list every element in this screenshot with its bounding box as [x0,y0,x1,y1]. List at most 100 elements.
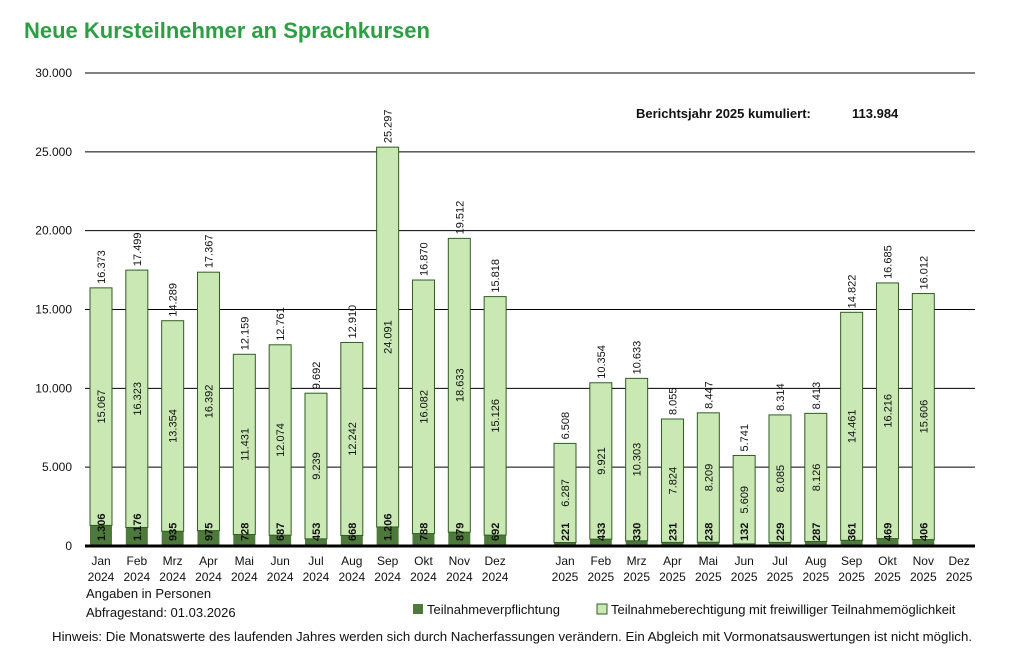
data-label-total: 8.314 [775,383,787,411]
data-label-voluntary: 9.239 [311,452,323,480]
data-label-total: 12.910 [347,305,359,339]
x-tick-label-year: 2025 [874,570,901,584]
data-label-voluntary: 7.824 [667,467,679,495]
data-label-voluntary: 13.354 [168,409,180,443]
bar-voluntary [447,237,471,533]
bar-obligation [197,530,220,546]
data-label-total: 12.159 [239,317,251,351]
data-label-total: 8.447 [703,381,715,409]
x-tick-label-month: Okt [878,554,897,568]
x-tick-label-year: 2025 [552,570,579,584]
data-label-obligation: 975 [203,523,215,541]
data-label-obligation: 692 [490,523,502,541]
legend-swatch-obligation [413,604,423,614]
data-label-obligation: 287 [811,523,823,541]
legend-swatch-voluntary [596,603,608,615]
data-label-total: 8.413 [811,382,823,410]
bar-obligation [340,535,363,546]
bar-voluntary [732,454,756,545]
bar-voluntary [840,311,864,541]
x-tick-label-year: 2024 [88,570,115,584]
data-label-obligation: 728 [239,523,251,541]
x-tick-label-year: 2024 [123,570,150,584]
bar-voluntary [768,414,792,543]
y-tick-label: 30.000 [35,66,72,80]
y-tick-label: 25.000 [35,145,72,159]
data-label-total: 16.685 [882,245,894,279]
bar-voluntary [483,296,507,536]
data-label-voluntary: 15.067 [96,390,108,424]
bar-obligation [448,532,471,546]
data-label-total: 14.822 [847,275,859,309]
data-label-obligation: 668 [347,523,359,541]
data-label-total: 17.499 [132,232,144,266]
annotation-text: Berichtsjahr 2025 kumuliert: [636,106,811,121]
bar-obligation [840,540,863,546]
x-tick-label-month: Nov [913,554,934,568]
data-label-voluntary: 10.303 [632,443,644,477]
data-label-total: 9.692 [311,362,323,390]
data-label-total: 6.508 [560,412,572,440]
y-tick-label: 15.000 [35,303,72,317]
data-label-obligation: 788 [418,523,430,541]
data-label-voluntary: 16.082 [418,390,430,424]
data-label-obligation: 361 [847,523,859,541]
y-axis: 0 5.000 10.000 15.000 20.000 25.000 30.000 [35,66,72,553]
bar-voluntary [411,279,435,535]
x-tick-label-month: Dez [484,554,505,568]
x-tick-label-month: Jan [555,554,574,568]
x-tick-label-month: Feb [590,554,611,568]
x-tick-label-month: Jul [308,554,323,568]
legend-label-voluntary: Teilnahmeberechtigung mit freiwilliger T… [611,602,956,617]
data-label-voluntary: 24.091 [383,320,395,354]
x-tick-label-year: 2024 [195,570,222,584]
data-label-obligation: 935 [168,523,180,541]
unit-note: Angaben in Personen [86,586,211,601]
data-label-voluntary: 15.606 [918,400,930,434]
bar-obligation [804,541,827,546]
bar-obligation [625,540,648,546]
bar-obligation [876,538,899,546]
x-tick-label-year: 2024 [267,570,294,584]
data-label-obligation: 406 [918,523,930,541]
x-tick-label-month: Dez [948,554,969,568]
bar-obligation [554,542,576,546]
data-label-obligation: 1.306 [96,513,108,541]
data-label-voluntary: 12.074 [275,423,287,457]
x-axis: Jan 2024 Feb 2024 Mrz 2024 Apr 2024 Mai 2024 Jun 20… [88,554,973,584]
bar-voluntary [911,293,935,541]
x-tick-label-month: Apr [663,554,682,568]
x-tick-label-month: Mrz [627,554,647,568]
bar-voluntary [268,344,292,536]
x-tick-label-year: 2024 [446,570,473,584]
data-label-obligation: 1.176 [132,513,144,541]
bar-obligation [661,542,684,546]
data-label-obligation: 330 [632,523,644,541]
y-tick-label: 10.000 [35,381,72,395]
bar-voluntary [196,271,220,532]
bar-voluntary [875,282,899,540]
data-label-obligation: 687 [275,523,287,541]
data-label-obligation: 1.206 [383,513,395,541]
x-tick-label-month: Jun [270,554,289,568]
y-tick-label: 5.000 [42,460,72,474]
bar-voluntary [340,341,364,536]
data-label-voluntary: 8.209 [703,464,715,492]
data-label-voluntary: 6.287 [560,479,572,507]
data-label-total: 10.354 [596,345,608,379]
data-label-total: 8.055 [667,387,679,415]
x-tick-label-month: Aug [341,554,362,568]
bar-voluntary [696,412,720,543]
x-tick-label-month: Sep [841,554,863,568]
data-label-obligation: 231 [667,523,679,541]
data-label-total: 5.741 [739,424,751,452]
bar-voluntary [625,377,649,542]
chart-title: Neue Kursteilnehmer an Sprachkursen [24,18,430,43]
x-tick-label-year: 2025 [946,570,973,584]
x-tick-label-month: Mrz [163,554,183,568]
data-label-voluntary: 16.216 [882,394,894,428]
annotation-value: 113.984 [852,106,899,121]
x-tick-label-year: 2025 [695,570,722,584]
data-label-total: 16.373 [96,250,108,284]
